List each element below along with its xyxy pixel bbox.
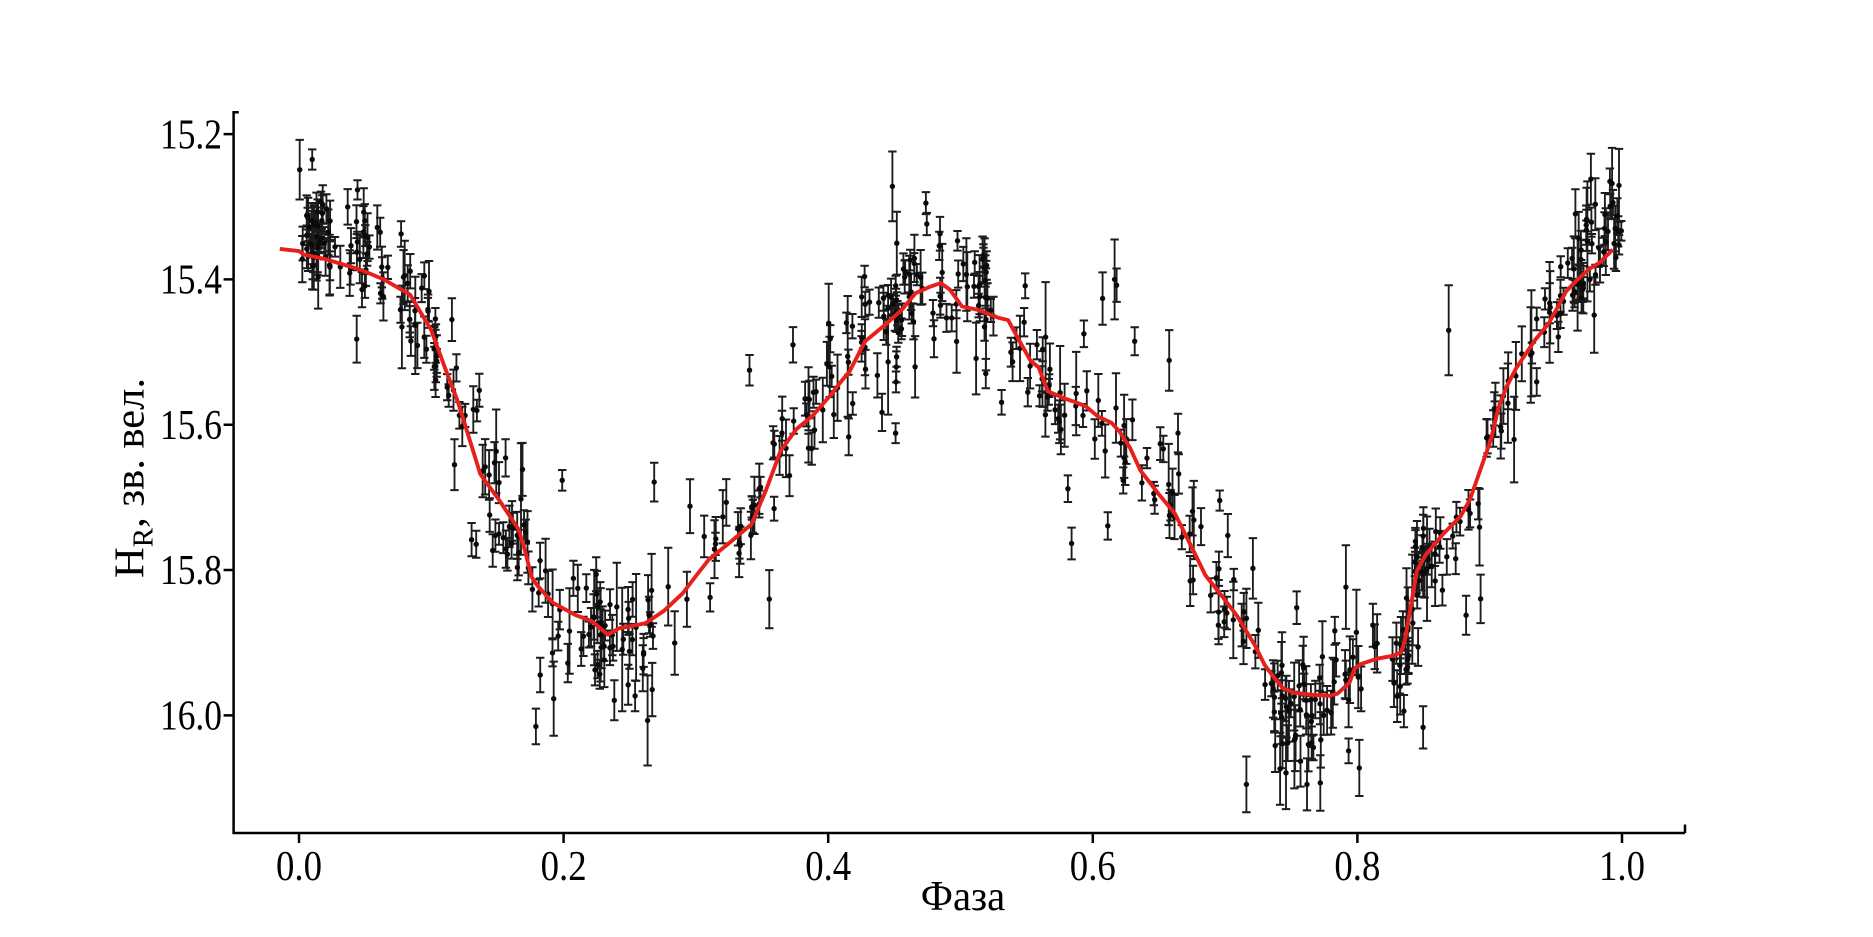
svg-text:0.0: 0.0 [276,843,322,890]
svg-text:HR, зв. вел.: HR, зв. вел. [106,378,159,578]
svg-text:15.4: 15.4 [160,257,222,304]
svg-text:1.0: 1.0 [1599,843,1645,890]
svg-text:0.4: 0.4 [805,843,851,890]
svg-text:Фаза: Фаза [921,873,1006,920]
svg-text:0.8: 0.8 [1334,843,1380,890]
svg-text:16.0: 16.0 [160,693,222,740]
svg-text:15.6: 15.6 [160,402,222,449]
svg-text:15.8: 15.8 [160,547,222,594]
svg-text:0.6: 0.6 [1070,843,1116,890]
svg-text:0.2: 0.2 [541,843,587,890]
svg-text:15.2: 15.2 [160,111,222,158]
